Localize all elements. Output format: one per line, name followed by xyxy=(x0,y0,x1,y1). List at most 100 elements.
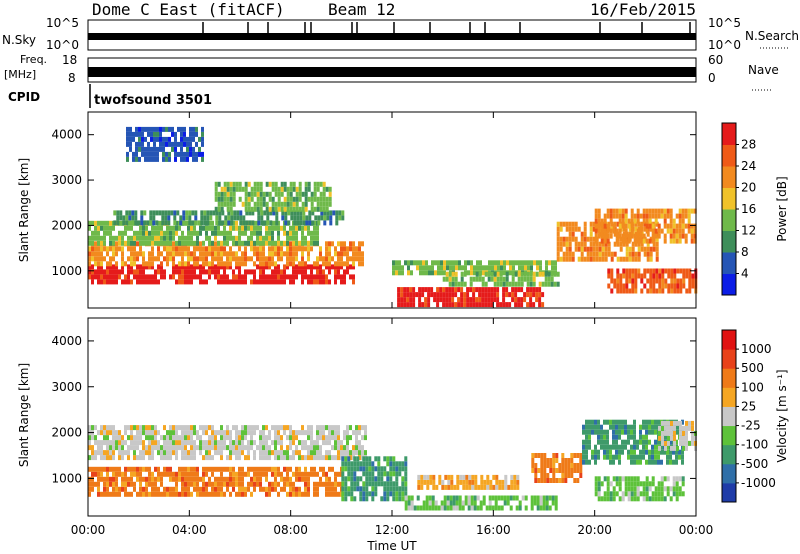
data-cell xyxy=(612,429,615,435)
data-cell xyxy=(654,496,658,502)
data-cell xyxy=(217,201,221,207)
data-cell xyxy=(555,458,559,463)
data-cell xyxy=(616,241,620,247)
data-cell xyxy=(648,419,651,425)
data-cell xyxy=(253,230,256,236)
data-cell xyxy=(588,439,591,445)
data-cell xyxy=(639,429,642,435)
data-cell xyxy=(636,213,640,219)
data-cell xyxy=(289,279,292,285)
data-cell xyxy=(443,270,446,276)
data-cell xyxy=(322,466,325,472)
data-cell xyxy=(624,213,628,219)
data-cell xyxy=(678,486,682,492)
data-cell xyxy=(274,481,277,487)
data-cell xyxy=(184,279,187,285)
data-cell xyxy=(100,476,103,482)
data-cell xyxy=(161,215,165,221)
data-cell xyxy=(490,276,494,282)
data-cell xyxy=(145,230,148,236)
data-cell xyxy=(609,444,612,450)
data-cell xyxy=(153,141,156,147)
data-cell xyxy=(481,297,485,303)
data-cell xyxy=(301,225,304,231)
data-cell xyxy=(100,430,103,436)
data-cell xyxy=(214,269,217,275)
data-cell xyxy=(271,471,274,477)
data-cell xyxy=(691,430,694,436)
data-cell xyxy=(478,302,482,308)
data-cell xyxy=(274,269,277,275)
data-cell xyxy=(601,241,605,247)
data-cell xyxy=(340,274,343,280)
data-cell xyxy=(666,476,670,482)
data-cell xyxy=(112,425,115,431)
data-cell xyxy=(94,481,97,487)
data-cell xyxy=(401,491,405,497)
data-cell xyxy=(178,279,181,285)
data-cell xyxy=(337,435,340,441)
data-cell xyxy=(134,215,138,221)
data-cell xyxy=(91,256,94,262)
data-cell xyxy=(223,264,226,270)
data-cell xyxy=(295,196,299,202)
data-cell xyxy=(652,241,656,247)
data-cell xyxy=(661,420,664,426)
data-cell xyxy=(103,476,106,482)
data-cell xyxy=(181,445,184,451)
data-cell xyxy=(456,479,460,485)
data-cell xyxy=(513,484,517,490)
data-cell xyxy=(301,455,304,461)
data-cell xyxy=(530,505,534,511)
data-cell xyxy=(286,251,289,257)
data-cell xyxy=(283,425,286,431)
data-cell xyxy=(178,225,181,231)
data-cell xyxy=(184,491,187,497)
data-cell xyxy=(112,491,115,497)
data-cell xyxy=(392,461,396,467)
data-cell xyxy=(277,481,280,487)
data-cell xyxy=(409,292,413,298)
data-cell xyxy=(630,449,633,455)
data-cell xyxy=(193,455,196,461)
data-cell xyxy=(238,491,241,497)
data-cell xyxy=(97,279,100,285)
data-cell xyxy=(208,435,211,441)
data-cell xyxy=(325,481,328,487)
data-cell xyxy=(678,208,682,214)
data-cell xyxy=(292,201,296,207)
data-cell xyxy=(97,486,100,492)
data-cell xyxy=(445,287,449,293)
data-cell xyxy=(600,481,604,487)
data-cell xyxy=(355,440,358,446)
colorbar-tick-label: 20 xyxy=(741,181,756,195)
data-cell xyxy=(440,500,444,506)
data-cell xyxy=(238,471,241,477)
data-cell xyxy=(678,233,682,239)
data-cell xyxy=(488,260,491,266)
data-cell xyxy=(121,471,124,477)
data-cell xyxy=(250,445,253,451)
data-cell xyxy=(298,186,302,192)
data-cell xyxy=(169,450,172,456)
data-cell xyxy=(166,230,169,236)
data-cell xyxy=(558,468,562,473)
data-cell xyxy=(344,496,348,502)
data-cell xyxy=(289,230,292,236)
data-cell xyxy=(529,271,533,277)
data-cell xyxy=(268,261,271,267)
data-cell xyxy=(579,463,583,468)
data-cell xyxy=(670,288,674,294)
data-cell xyxy=(487,276,491,282)
data-cell xyxy=(319,251,322,257)
data-cell xyxy=(646,288,650,294)
data-cell xyxy=(310,201,314,207)
data-cell xyxy=(91,246,94,252)
data-cell xyxy=(395,481,399,487)
data-cell xyxy=(585,429,588,435)
data-cell xyxy=(247,471,250,477)
data-cell xyxy=(594,459,597,465)
data-cell xyxy=(127,425,130,431)
data-cell xyxy=(157,220,160,226)
data-cell xyxy=(618,429,621,435)
